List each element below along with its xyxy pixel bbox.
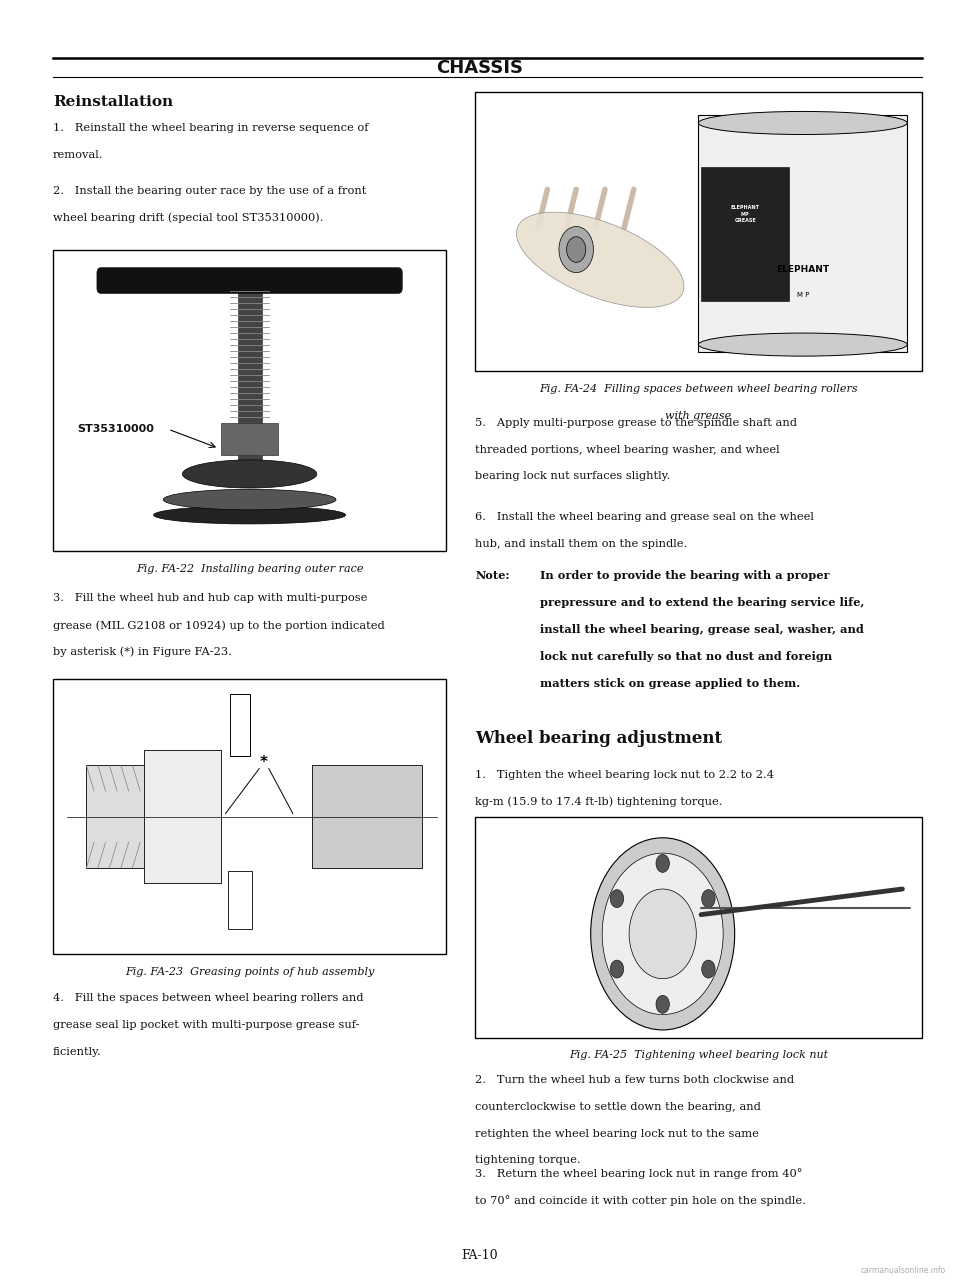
Text: threaded portions, wheel bearing washer, and wheel: threaded portions, wheel bearing washer,… <box>475 445 780 455</box>
Circle shape <box>590 838 734 1030</box>
Text: by asterisk (*) in Figure FA-23.: by asterisk (*) in Figure FA-23. <box>53 647 231 657</box>
Circle shape <box>559 227 593 273</box>
Text: retighten the wheel bearing lock nut to the same: retighten the wheel bearing lock nut to … <box>475 1129 759 1139</box>
Text: 1.   Tighten the wheel bearing lock nut to 2.2 to 2.4: 1. Tighten the wheel bearing lock nut to… <box>475 770 774 780</box>
Circle shape <box>629 889 696 979</box>
Text: grease (MIL G2108 or 10924) up to the portion indicated: grease (MIL G2108 or 10924) up to the po… <box>53 620 385 630</box>
Text: Fig. FA-23  Greasing points of hub assembly: Fig. FA-23 Greasing points of hub assemb… <box>125 967 374 977</box>
Text: counterclockwise to settle down the bearing, and: counterclockwise to settle down the bear… <box>475 1102 761 1112</box>
Text: Wheel bearing adjustment: Wheel bearing adjustment <box>475 730 722 747</box>
Bar <box>475 92 922 371</box>
Text: ELEPHANT
MP
GREASE: ELEPHANT MP GREASE <box>731 205 759 223</box>
Circle shape <box>611 961 624 979</box>
Bar <box>699 115 907 352</box>
Circle shape <box>566 237 586 263</box>
Bar <box>221 423 278 455</box>
Text: removal.: removal. <box>53 150 104 160</box>
Text: bearing lock nut surfaces slightly.: bearing lock nut surfaces slightly. <box>475 471 670 482</box>
Text: FA-10: FA-10 <box>462 1249 498 1262</box>
Bar <box>475 817 922 1038</box>
Bar <box>230 694 250 756</box>
Text: 4.   Fill the spaces between wheel bearing rollers and: 4. Fill the spaces between wheel bearing… <box>53 993 363 1003</box>
Text: hub, and install them on the spindle.: hub, and install them on the spindle. <box>475 539 687 550</box>
Bar <box>312 766 422 869</box>
Bar <box>53 250 446 551</box>
Bar <box>701 167 789 301</box>
Circle shape <box>702 961 715 979</box>
Circle shape <box>611 889 624 907</box>
Text: 3.   Fill the wheel hub and hub cap with multi-purpose: 3. Fill the wheel hub and hub cap with m… <box>53 593 367 603</box>
Bar <box>144 749 221 884</box>
Text: to 70° and coincide it with cotter pin hole on the spindle.: to 70° and coincide it with cotter pin h… <box>475 1195 806 1205</box>
Text: prepressure and to extend the bearing service life,: prepressure and to extend the bearing se… <box>540 597 865 608</box>
Bar <box>86 766 163 869</box>
Ellipse shape <box>182 460 317 488</box>
Text: ficiently.: ficiently. <box>53 1047 102 1057</box>
Ellipse shape <box>698 333 907 356</box>
Ellipse shape <box>516 213 684 307</box>
Text: wheel bearing drift (special tool ST35310000).: wheel bearing drift (special tool ST3531… <box>53 213 324 223</box>
FancyBboxPatch shape <box>97 268 402 293</box>
Text: Fig. FA-24  Filling spaces between wheel bearing rollers: Fig. FA-24 Filling spaces between wheel … <box>540 384 857 395</box>
Text: Fig. FA-22  Installing bearing outer race: Fig. FA-22 Installing bearing outer race <box>136 564 363 574</box>
Text: lock nut carefully so that no dust and foreign: lock nut carefully so that no dust and f… <box>540 651 832 662</box>
Text: ELEPHANT: ELEPHANT <box>777 264 829 274</box>
Text: ST35310000: ST35310000 <box>77 424 154 434</box>
Text: 2.   Turn the wheel hub a few turns both clockwise and: 2. Turn the wheel hub a few turns both c… <box>475 1075 794 1085</box>
Text: kg-m (15.9 to 17.4 ft-lb) tightening torque.: kg-m (15.9 to 17.4 ft-lb) tightening tor… <box>475 797 723 807</box>
Text: M P: M P <box>797 292 809 297</box>
Text: with grease: with grease <box>665 411 732 421</box>
Circle shape <box>602 853 723 1015</box>
Ellipse shape <box>154 506 346 524</box>
Text: 2.   Install the bearing outer race by the use of a front: 2. Install the bearing outer race by the… <box>53 186 366 196</box>
Bar <box>238 273 261 468</box>
Text: 3.   Return the wheel bearing lock nut in range from 40°: 3. Return the wheel bearing lock nut in … <box>475 1168 803 1179</box>
Bar <box>228 871 252 929</box>
Circle shape <box>702 889 715 907</box>
Text: Fig. FA-25  Tightening wheel bearing lock nut: Fig. FA-25 Tightening wheel bearing lock… <box>569 1050 828 1061</box>
Circle shape <box>656 995 669 1013</box>
Ellipse shape <box>163 489 336 510</box>
Text: 1.   Reinstall the wheel bearing in reverse sequence of: 1. Reinstall the wheel bearing in revers… <box>53 123 369 133</box>
Text: CHASSIS: CHASSIS <box>437 59 523 77</box>
Text: grease seal lip pocket with multi-purpose grease suf-: grease seal lip pocket with multi-purpos… <box>53 1020 359 1030</box>
Text: 6.   Install the wheel bearing and grease seal on the wheel: 6. Install the wheel bearing and grease … <box>475 512 814 523</box>
Text: *: * <box>260 755 268 770</box>
Text: matters stick on grease applied to them.: matters stick on grease applied to them. <box>540 678 801 689</box>
Ellipse shape <box>698 111 907 135</box>
Text: In order to provide the bearing with a proper: In order to provide the bearing with a p… <box>540 570 830 582</box>
Text: Reinstallation: Reinstallation <box>53 95 173 109</box>
Circle shape <box>656 854 669 872</box>
Text: Note:: Note: <box>475 570 510 582</box>
Text: 5.   Apply multi-purpose grease to the spindle shaft and: 5. Apply multi-purpose grease to the spi… <box>475 418 797 428</box>
Text: install the wheel bearing, grease seal, washer, and: install the wheel bearing, grease seal, … <box>540 624 864 635</box>
Text: tightening torque.: tightening torque. <box>475 1155 581 1166</box>
Bar <box>53 679 446 954</box>
Text: carmanualsonline.info: carmanualsonline.info <box>860 1266 946 1275</box>
